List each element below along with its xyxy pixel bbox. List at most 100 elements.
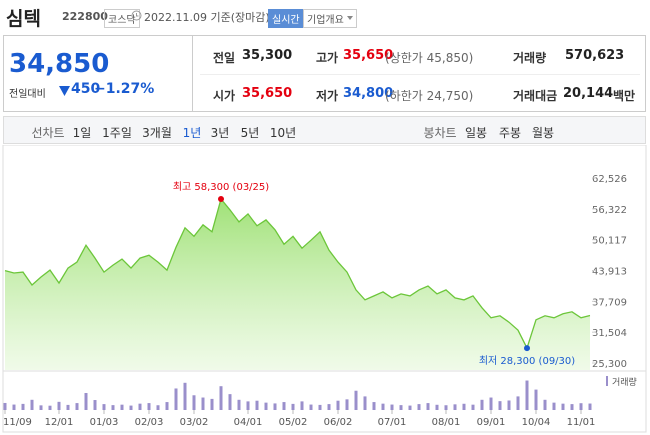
row-divider bbox=[200, 74, 640, 75]
volume-bar bbox=[408, 405, 412, 410]
stock-name: 심텍 bbox=[6, 8, 41, 30]
volume-bar bbox=[525, 380, 529, 410]
quote-label: 거래량 bbox=[513, 51, 547, 65]
quote-value: 35,650 bbox=[343, 48, 394, 63]
period-tab[interactable]: 10년 bbox=[269, 126, 297, 140]
x-tick-label: 01/03 bbox=[90, 417, 119, 428]
period-tab[interactable]: 1년 bbox=[182, 126, 202, 140]
volume-bar bbox=[561, 403, 565, 410]
volume-bar bbox=[264, 402, 268, 410]
volume-bar bbox=[390, 404, 394, 410]
volume-bar bbox=[480, 399, 484, 410]
date: 2022.11.09 기준(장마감) bbox=[144, 11, 270, 24]
volume-bar bbox=[165, 402, 169, 410]
quote-value: 20,144 bbox=[563, 86, 614, 101]
quote-note: (하한가 24,750) bbox=[385, 89, 474, 103]
tab-label: 선차트 bbox=[31, 126, 65, 140]
volume-bar bbox=[471, 404, 475, 410]
x-tick-label: 07/01 bbox=[378, 417, 407, 428]
volume-bar bbox=[435, 404, 439, 410]
volume-bar bbox=[84, 393, 88, 410]
tab-label: 봉차트 bbox=[423, 126, 457, 140]
y-tick-label: 31,504 bbox=[592, 328, 627, 339]
volume-bar bbox=[147, 403, 151, 410]
volume-bar bbox=[39, 405, 43, 410]
volume-bar bbox=[318, 404, 322, 410]
volume-bar bbox=[543, 399, 547, 410]
volume-bar bbox=[426, 403, 430, 410]
market-badge: 코스닥 bbox=[104, 9, 140, 28]
y-tick-label: 25,300 bbox=[592, 359, 627, 370]
volume-bar bbox=[93, 400, 97, 410]
quote-note: (상한가 45,850) bbox=[385, 51, 474, 65]
price-area bbox=[5, 199, 590, 370]
period-tab[interactable]: 3년 bbox=[210, 126, 230, 140]
x-tick-label: 09/01 bbox=[477, 417, 506, 428]
change-rate: −1.27% bbox=[94, 81, 155, 97]
y-tick-label: 50,117 bbox=[592, 236, 627, 247]
volume-bar bbox=[75, 403, 79, 410]
realtime-button[interactable]: 실시간 bbox=[268, 9, 304, 28]
legend-swatch bbox=[606, 376, 608, 386]
x-tick-label: 08/01 bbox=[432, 417, 461, 428]
candle-tab[interactable]: 주봉 bbox=[498, 126, 522, 140]
legend-label: 거래량 bbox=[612, 376, 637, 388]
volume-bar bbox=[219, 386, 223, 410]
period-tab[interactable]: 1일 bbox=[72, 126, 92, 140]
clock-icon bbox=[131, 10, 142, 21]
quote-value: 35,650 bbox=[242, 86, 293, 101]
quote-label: 거래대금 bbox=[513, 89, 558, 103]
volume-bar bbox=[282, 402, 286, 410]
y-tick-label: 37,709 bbox=[592, 297, 627, 308]
candle-tab[interactable]: 일봉 bbox=[464, 126, 488, 140]
x-tick-label: 06/02 bbox=[324, 417, 353, 428]
x-tick-label: 03/02 bbox=[180, 417, 209, 428]
volume-bar bbox=[354, 390, 358, 410]
volume-bar bbox=[516, 396, 520, 410]
low-label: 최저 28,300 (09/30) bbox=[479, 355, 575, 367]
price: 34,850 bbox=[9, 49, 110, 79]
company-label: 기업개요 bbox=[307, 15, 344, 26]
volume-bar bbox=[345, 399, 349, 410]
volume-bar bbox=[120, 404, 124, 410]
volume-bar bbox=[336, 400, 340, 410]
volume-bar bbox=[174, 388, 178, 410]
low-point bbox=[524, 345, 530, 352]
quote-label: 저가 bbox=[316, 89, 339, 103]
period-tab[interactable]: 3개월 bbox=[142, 126, 172, 140]
chart: 62,526 56,322 50,117 43,913 37,709 31,504 25,3… bbox=[2, 145, 647, 433]
volume-bar bbox=[183, 382, 187, 410]
volume-bar bbox=[489, 397, 493, 410]
volume-bar bbox=[201, 397, 205, 410]
company-button[interactable]: 기업개요 bbox=[303, 9, 357, 28]
volume-bar bbox=[579, 403, 583, 410]
volume-bar bbox=[21, 403, 25, 410]
high-label: 최고 58,300 (03/25) bbox=[173, 181, 269, 193]
price-box bbox=[3, 35, 193, 112]
volume-bar bbox=[129, 405, 133, 410]
x-tick-label: 05/02 bbox=[279, 417, 308, 428]
quote-unit: 백만 bbox=[613, 89, 636, 103]
volume-bar bbox=[12, 404, 16, 410]
high-point bbox=[218, 196, 224, 203]
period-tab[interactable]: 5년 bbox=[240, 126, 260, 140]
change: 450 bbox=[71, 81, 101, 97]
volume-bar bbox=[588, 403, 592, 410]
volume-bar bbox=[399, 405, 403, 410]
quote-value: 35,300 bbox=[242, 48, 293, 63]
candle-tab[interactable]: 월봉 bbox=[531, 126, 555, 140]
volume-bar bbox=[291, 403, 295, 410]
volume-bar bbox=[300, 401, 304, 410]
volume-bar bbox=[273, 403, 277, 410]
volume-bar bbox=[3, 402, 7, 410]
quote-label: 전일 bbox=[213, 51, 236, 65]
volume-bar bbox=[156, 405, 160, 410]
quote-label: 고가 bbox=[316, 51, 339, 65]
period-tab[interactable]: 1주일 bbox=[102, 126, 132, 140]
quote-value: 570,623 bbox=[565, 48, 625, 63]
volume-bar bbox=[417, 404, 421, 410]
volume-bar bbox=[363, 396, 367, 410]
volume-bar bbox=[66, 404, 70, 410]
volume-bar bbox=[138, 403, 142, 410]
